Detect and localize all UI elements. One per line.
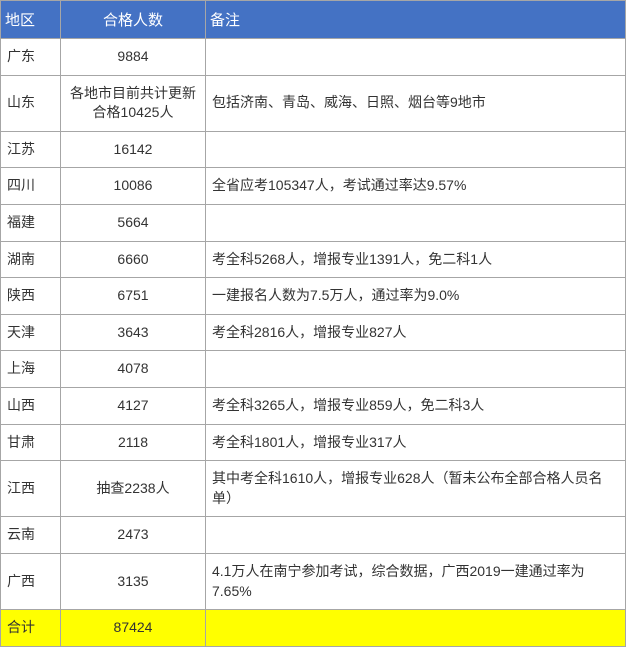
cell-count: 5664: [61, 204, 206, 241]
pass-count-table: 地区 合格人数 备注 广东 9884 山东 各地市目前共计更新合格10425人 …: [0, 0, 626, 647]
header-count: 合格人数: [61, 1, 206, 39]
cell-note: [206, 39, 626, 76]
cell-note: 考全科1801人，增报专业317人: [206, 424, 626, 461]
cell-count: 2118: [61, 424, 206, 461]
cell-note: 考全科5268人，增报专业1391人，免二科1人: [206, 241, 626, 278]
cell-region: 天津: [1, 314, 61, 351]
table-total-row: 合计 87424: [1, 610, 626, 647]
cell-note: 4.1万人在南宁参加考试，综合数据，广西2019一建通过率为7.65%: [206, 553, 626, 609]
cell-note: [206, 204, 626, 241]
cell-count: 16142: [61, 131, 206, 168]
table-row: 山西 4127 考全科3265人，增报专业859人，免二科3人: [1, 387, 626, 424]
cell-count: 3135: [61, 553, 206, 609]
total-note: [206, 610, 626, 647]
cell-count: 4078: [61, 351, 206, 388]
cell-region: 陕西: [1, 278, 61, 315]
cell-count: 3643: [61, 314, 206, 351]
table-row: 天津 3643 考全科2816人，增报专业827人: [1, 314, 626, 351]
table-row: 山东 各地市目前共计更新合格10425人 包括济南、青岛、威海、日照、烟台等9地…: [1, 75, 626, 131]
header-note: 备注: [206, 1, 626, 39]
cell-region: 江苏: [1, 131, 61, 168]
cell-note: 考全科3265人，增报专业859人，免二科3人: [206, 387, 626, 424]
table-row: 福建 5664: [1, 204, 626, 241]
table-row: 上海 4078: [1, 351, 626, 388]
table-row: 广东 9884: [1, 39, 626, 76]
cell-region: 江西: [1, 461, 61, 517]
table-row: 陕西 6751 一建报名人数为7.5万人，通过率为9.0%: [1, 278, 626, 315]
cell-region: 四川: [1, 168, 61, 205]
cell-count: 9884: [61, 39, 206, 76]
cell-note: 全省应考105347人，考试通过率达9.57%: [206, 168, 626, 205]
cell-region: 广东: [1, 39, 61, 76]
cell-count: 6751: [61, 278, 206, 315]
table-row: 云南 2473: [1, 517, 626, 554]
table-body: 广东 9884 山东 各地市目前共计更新合格10425人 包括济南、青岛、威海、…: [1, 39, 626, 647]
table-row: 四川 10086 全省应考105347人，考试通过率达9.57%: [1, 168, 626, 205]
cell-note: 一建报名人数为7.5万人，通过率为9.0%: [206, 278, 626, 315]
cell-region: 甘肃: [1, 424, 61, 461]
cell-count: 2473: [61, 517, 206, 554]
cell-count: 10086: [61, 168, 206, 205]
cell-region: 福建: [1, 204, 61, 241]
table-header-row: 地区 合格人数 备注: [1, 1, 626, 39]
total-label: 合计: [1, 610, 61, 647]
cell-region: 山西: [1, 387, 61, 424]
total-count: 87424: [61, 610, 206, 647]
cell-count: 各地市目前共计更新合格10425人: [61, 75, 206, 131]
cell-note: [206, 351, 626, 388]
header-region: 地区: [1, 1, 61, 39]
cell-note: [206, 131, 626, 168]
table-row: 江苏 16142: [1, 131, 626, 168]
cell-region: 广西: [1, 553, 61, 609]
table-row: 江西 抽查2238人 其中考全科1610人，增报专业628人（暂未公布全部合格人…: [1, 461, 626, 517]
cell-region: 湖南: [1, 241, 61, 278]
cell-count: 抽查2238人: [61, 461, 206, 517]
cell-note: [206, 517, 626, 554]
table-row: 广西 3135 4.1万人在南宁参加考试，综合数据，广西2019一建通过率为7.…: [1, 553, 626, 609]
cell-note: 包括济南、青岛、威海、日照、烟台等9地市: [206, 75, 626, 131]
cell-region: 云南: [1, 517, 61, 554]
cell-region: 山东: [1, 75, 61, 131]
cell-note: 其中考全科1610人，增报专业628人（暂未公布全部合格人员名单）: [206, 461, 626, 517]
cell-region: 上海: [1, 351, 61, 388]
cell-note: 考全科2816人，增报专业827人: [206, 314, 626, 351]
table-row: 湖南 6660 考全科5268人，增报专业1391人，免二科1人: [1, 241, 626, 278]
table-row: 甘肃 2118 考全科1801人，增报专业317人: [1, 424, 626, 461]
cell-count: 4127: [61, 387, 206, 424]
cell-count: 6660: [61, 241, 206, 278]
